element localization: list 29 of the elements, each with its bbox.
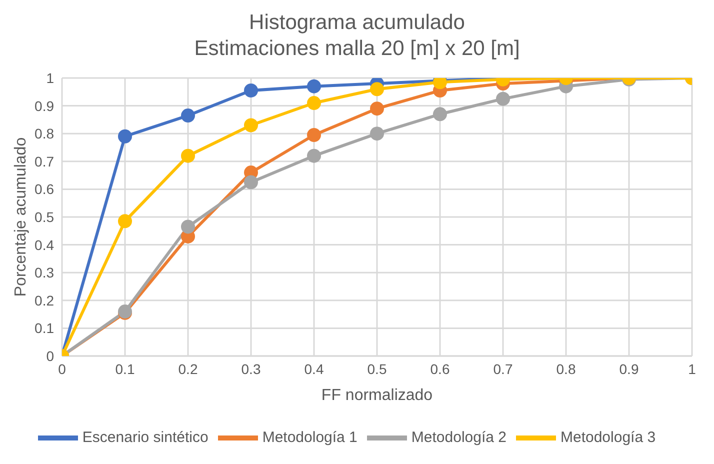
legend-label: Escenario sintético [82, 428, 208, 446]
y-tick-label: 0.6 [34, 181, 54, 198]
y-tick-label: 0.1 [34, 320, 54, 336]
x-tick-label: 0.5 [367, 360, 387, 377]
y-tick-label: 0.9 [34, 98, 54, 114]
x-tick-label: 1 [688, 360, 696, 377]
x-tick-label: 0 [58, 360, 66, 377]
legend-label: Metodología 1 [262, 428, 358, 446]
y-tick-label: 0.4 [34, 236, 54, 253]
y-tick-label: 0 [46, 348, 54, 364]
x-tick-label: 0.7 [493, 360, 513, 377]
chart-title: Histograma acumulado Estimaciones malla 20 [m] x 20 [m] [193, 10, 521, 62]
x-tick-label: 0.6 [430, 360, 450, 377]
y-tick-label: 0.3 [34, 264, 54, 281]
legend-label: Metodología 3 [560, 428, 656, 446]
x-tick-label: 0.1 [115, 360, 135, 377]
x-tick-label: 0.3 [241, 360, 261, 377]
y-axis-title: Porcentaje acumulado [12, 137, 30, 297]
x-tick-label: 0.9 [619, 360, 639, 377]
x-axis-title: FF normalizado [321, 387, 433, 404]
y-tick-label: 1 [46, 70, 54, 86]
legend-label: Metodología 2 [411, 428, 506, 446]
x-tick-label: 0.2 [178, 360, 198, 377]
y-tick-label: 0.5 [34, 208, 54, 225]
x-tick-label: 0.8 [556, 360, 576, 377]
x-tick-label: 0.4 [304, 360, 324, 377]
y-tick-label: 0.7 [34, 153, 54, 170]
y-tick-label: 0.8 [34, 126, 54, 142]
y-tick-label: 0.2 [34, 292, 54, 308]
